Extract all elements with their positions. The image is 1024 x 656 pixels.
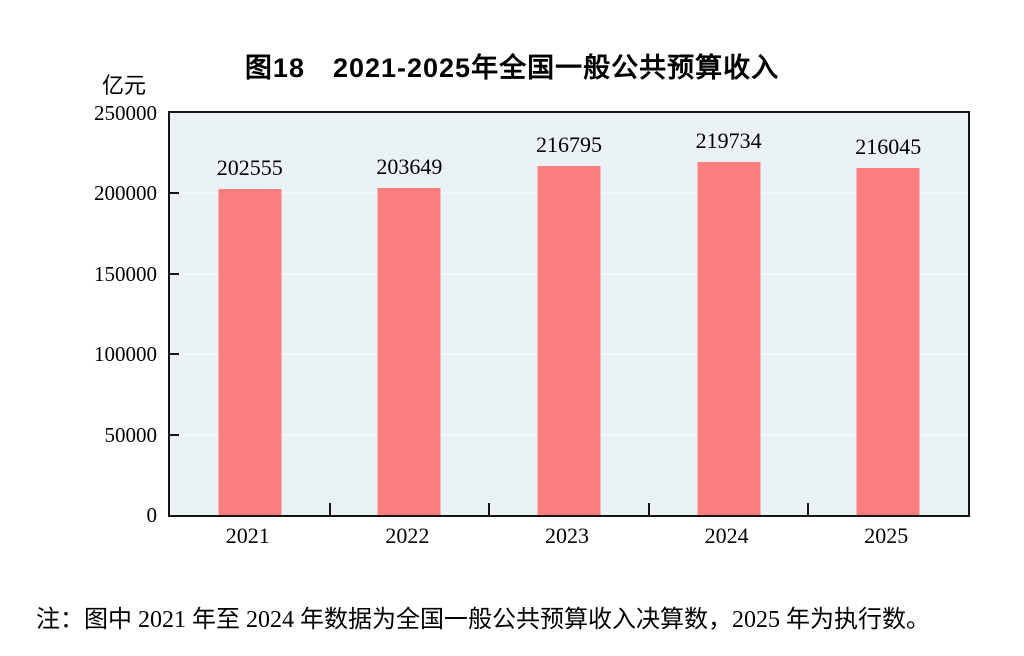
bar-2024 — [697, 161, 761, 515]
y-tick-label-100000: 100000 — [94, 342, 157, 367]
x-tick-label-2021: 2021 — [225, 523, 270, 548]
bar-slot-2024: 219734 — [649, 113, 809, 515]
plot-area: 202555 203649 216795 219734 216045 — [168, 111, 970, 517]
bar-2021 — [218, 189, 282, 515]
x-tick-label-2022: 2022 — [385, 523, 430, 548]
bar-value-2021: 202555 — [216, 155, 283, 181]
x-tick-mark-2 — [488, 503, 491, 515]
y-tick-mark-100000 — [170, 353, 179, 356]
chart-title: 图18 2021-2025年全国一般公共预算收入 — [244, 53, 780, 83]
bar-slot-2023: 216795 — [489, 113, 649, 515]
y-tick-label-200000: 200000 — [94, 181, 157, 206]
bar-value-2024: 219734 — [695, 127, 762, 153]
bar-slot-2021: 202555 — [170, 113, 330, 515]
footnote: 注：图中 2021 年至 2024 年数据为全国一般公共预算收入决算数，2025… — [36, 607, 930, 633]
y-tick-label-0: 0 — [146, 503, 158, 527]
x-tick-mark-1 — [328, 503, 331, 515]
bar-2023 — [537, 166, 601, 515]
bar-2022 — [377, 187, 441, 515]
y-tick-mark-200000 — [170, 192, 179, 195]
bar-slot-2025: 216045 — [808, 113, 968, 515]
bar-2025 — [856, 167, 920, 515]
bar-slot-2022: 203649 — [330, 113, 490, 515]
y-tick-label-50000: 50000 — [104, 422, 158, 447]
bar-value-2022: 203649 — [376, 153, 443, 179]
y-tick-label-150000: 150000 — [94, 261, 157, 286]
bar-value-2023: 216795 — [535, 132, 602, 158]
y-tick-mark-150000 — [170, 272, 179, 275]
x-tick-mark-4 — [807, 503, 810, 515]
x-tick-label-2024: 2024 — [704, 523, 749, 548]
x-tick-label-2025: 2025 — [864, 523, 909, 548]
y-tick-mark-50000 — [170, 433, 179, 436]
y-axis-labels: 0 50000 100000 150000 200000 250000 — [0, 102, 158, 526]
y-axis-unit-label: 亿元 — [102, 73, 147, 98]
x-tick-label-2023: 2023 — [544, 523, 589, 548]
x-tick-mark-3 — [647, 503, 650, 515]
y-tick-label-250000: 250000 — [94, 101, 157, 125]
x-axis-labels: 2021 2022 2023 2024 2025 — [168, 521, 966, 555]
bar-value-2025: 216045 — [855, 133, 922, 159]
